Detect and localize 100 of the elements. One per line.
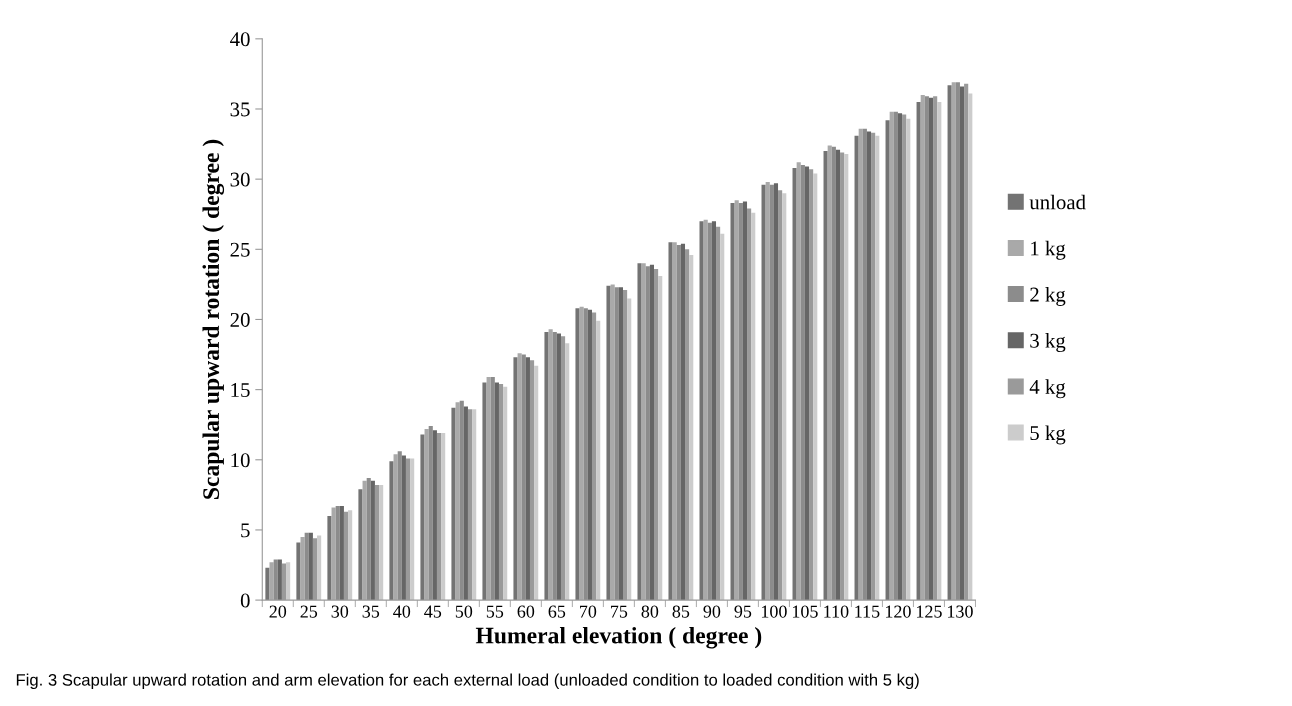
bar (335, 506, 340, 601)
bar (548, 329, 553, 601)
bar (792, 167, 797, 601)
bar (800, 165, 805, 601)
bar (751, 212, 756, 601)
y-tick-label: 25 (230, 242, 250, 257)
y-tick-label: 10 (231, 453, 250, 468)
bar (513, 357, 518, 601)
bar (596, 320, 601, 601)
x-tick-label: 130 (948, 605, 973, 618)
bar (379, 485, 384, 601)
legend-label: 1 kg (1031, 240, 1066, 260)
x-tick-label: 55 (486, 605, 504, 618)
bar (680, 243, 686, 601)
bar (866, 131, 872, 601)
bar (711, 221, 717, 601)
legend-label: 5 kg (1030, 425, 1066, 445)
bar (428, 426, 433, 601)
bar (610, 284, 615, 601)
bar (827, 145, 832, 601)
y-tick-label: 40 (230, 32, 250, 47)
bar (565, 343, 570, 601)
bar (494, 382, 499, 601)
x-tick-label: 35 (362, 605, 380, 618)
x-tick-label: 90 (703, 605, 721, 618)
bar (835, 149, 841, 601)
bar (410, 458, 415, 601)
legend-label: unload (1029, 194, 1086, 210)
bar (637, 263, 642, 601)
x-tick-label: 125 (916, 605, 942, 618)
bar (587, 309, 592, 601)
bar (618, 287, 623, 601)
bar (286, 562, 291, 601)
bar (968, 93, 973, 601)
bar (885, 120, 890, 601)
bar (720, 233, 725, 601)
bar (451, 407, 456, 601)
y-tick-label: 15 (231, 383, 250, 398)
bar (947, 85, 952, 601)
bar (906, 118, 911, 601)
x-tick-label: 20 (269, 605, 287, 618)
bar (544, 332, 549, 601)
x-tick-label: 45 (424, 605, 442, 618)
x-tick-label: 105 (792, 605, 818, 618)
bar (920, 94, 925, 601)
x-tick-label: 75 (611, 605, 628, 618)
x-tick-label: 40 (393, 605, 411, 618)
y-tick-label: 35 (230, 102, 250, 117)
bar (742, 201, 748, 601)
bar (300, 536, 305, 601)
bar (889, 111, 894, 601)
bar (525, 357, 530, 601)
bar (730, 203, 735, 601)
x-tick-label: 25 (300, 605, 318, 618)
x-tick-label: 100 (761, 605, 787, 618)
y-tick-label: 0 (240, 593, 250, 608)
bar (916, 101, 921, 601)
bar (951, 82, 956, 601)
bar (317, 535, 322, 601)
bar (583, 308, 588, 601)
bar (401, 455, 406, 601)
bar (472, 409, 477, 601)
bar (738, 203, 743, 601)
bar (813, 173, 818, 601)
bar (676, 245, 681, 601)
bar (672, 242, 677, 601)
bar (955, 82, 960, 601)
x-tick-label: 65 (548, 605, 566, 618)
x-tick-label: 60 (517, 605, 535, 618)
x-tick-label: 70 (580, 605, 597, 618)
bar (937, 101, 942, 601)
bar (765, 181, 770, 601)
x-tick-label: 50 (455, 605, 473, 618)
bar (707, 222, 712, 601)
bar (273, 559, 278, 601)
bar (699, 221, 704, 601)
x-axis-title: Humeral elevation ( degree ) (475, 626, 762, 649)
bar (796, 162, 801, 601)
x-tick-label: 110 (824, 605, 849, 618)
bar (556, 333, 561, 601)
y-tick-label: 20 (230, 312, 250, 327)
bar (959, 86, 965, 601)
bar (606, 285, 611, 601)
bar (703, 219, 708, 601)
legend-label: 3 kg (1030, 333, 1066, 353)
bar (689, 254, 694, 601)
bar (831, 146, 836, 601)
bar (552, 332, 557, 601)
bar (362, 480, 367, 601)
bar (627, 298, 632, 601)
bar (645, 266, 650, 601)
bar (397, 451, 402, 601)
legend-label: 2 kg (1030, 286, 1066, 306)
x-tick-label: 120 (885, 605, 911, 618)
bar (804, 166, 810, 601)
bar (455, 402, 460, 601)
bar (486, 377, 491, 601)
bar (327, 515, 332, 601)
bar (862, 128, 867, 601)
bar (304, 532, 309, 601)
